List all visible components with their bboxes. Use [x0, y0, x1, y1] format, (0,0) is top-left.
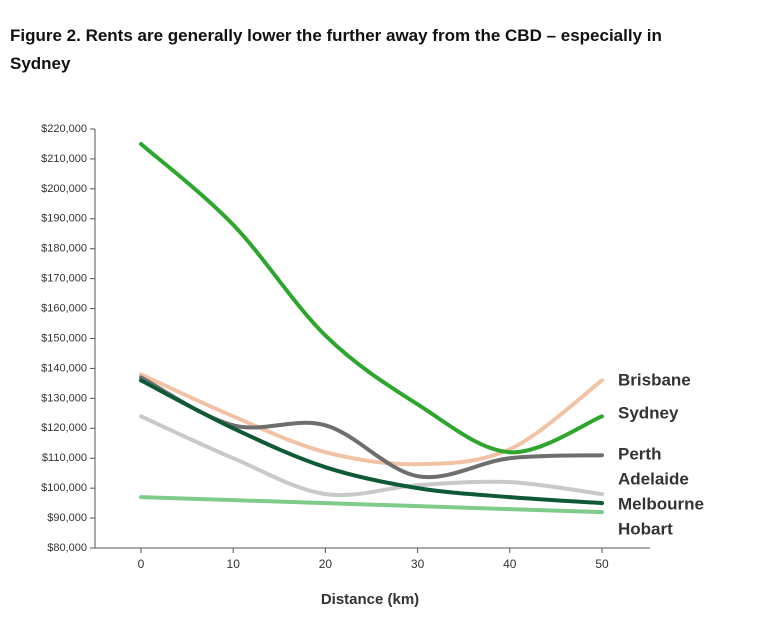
line-series — [139, 495, 604, 515]
y-tick-label: $180,000 — [41, 243, 87, 255]
y-tick-label: $170,000 — [41, 273, 87, 285]
series-label: Perth — [618, 444, 661, 463]
series-label: Melbourne — [618, 494, 704, 513]
y-tick-label: $80,000 — [47, 542, 87, 554]
y-tick-label: $200,000 — [41, 183, 87, 195]
line-series — [139, 378, 604, 506]
y-tick-label: $140,000 — [41, 362, 87, 374]
y-tick-label: $150,000 — [41, 332, 87, 344]
line-series — [139, 141, 604, 455]
series-label: Sydney — [618, 403, 679, 422]
chart-title: Figure 2. Rents are generally lower the … — [10, 26, 662, 73]
x-axis-label: Distance (km) — [321, 591, 419, 608]
series-label: Brisbane — [618, 370, 691, 389]
x-tick-label: 30 — [411, 557, 425, 571]
y-tick-label: $210,000 — [41, 153, 87, 165]
y-tick-label: $120,000 — [41, 422, 87, 434]
series-label: Adelaide — [618, 469, 689, 488]
y-tick-label: $160,000 — [41, 302, 87, 314]
y-tick-label: $90,000 — [47, 512, 87, 524]
series-label: Hobart — [618, 519, 673, 538]
line-series — [139, 414, 604, 498]
y-tick-label: $190,000 — [41, 213, 87, 225]
x-tick-label: 10 — [227, 557, 241, 571]
line-series — [139, 372, 604, 467]
y-tick-label: $220,000 — [41, 123, 87, 135]
x-tick-label: 0 — [138, 557, 145, 571]
y-tick-label: $130,000 — [41, 392, 87, 404]
x-tick-label: 40 — [503, 557, 517, 571]
x-tick-label: 20 — [319, 557, 333, 571]
y-tick-label: $110,000 — [42, 452, 87, 464]
x-tick-label: 50 — [595, 557, 609, 571]
y-tick-label: $100,000 — [41, 482, 87, 494]
